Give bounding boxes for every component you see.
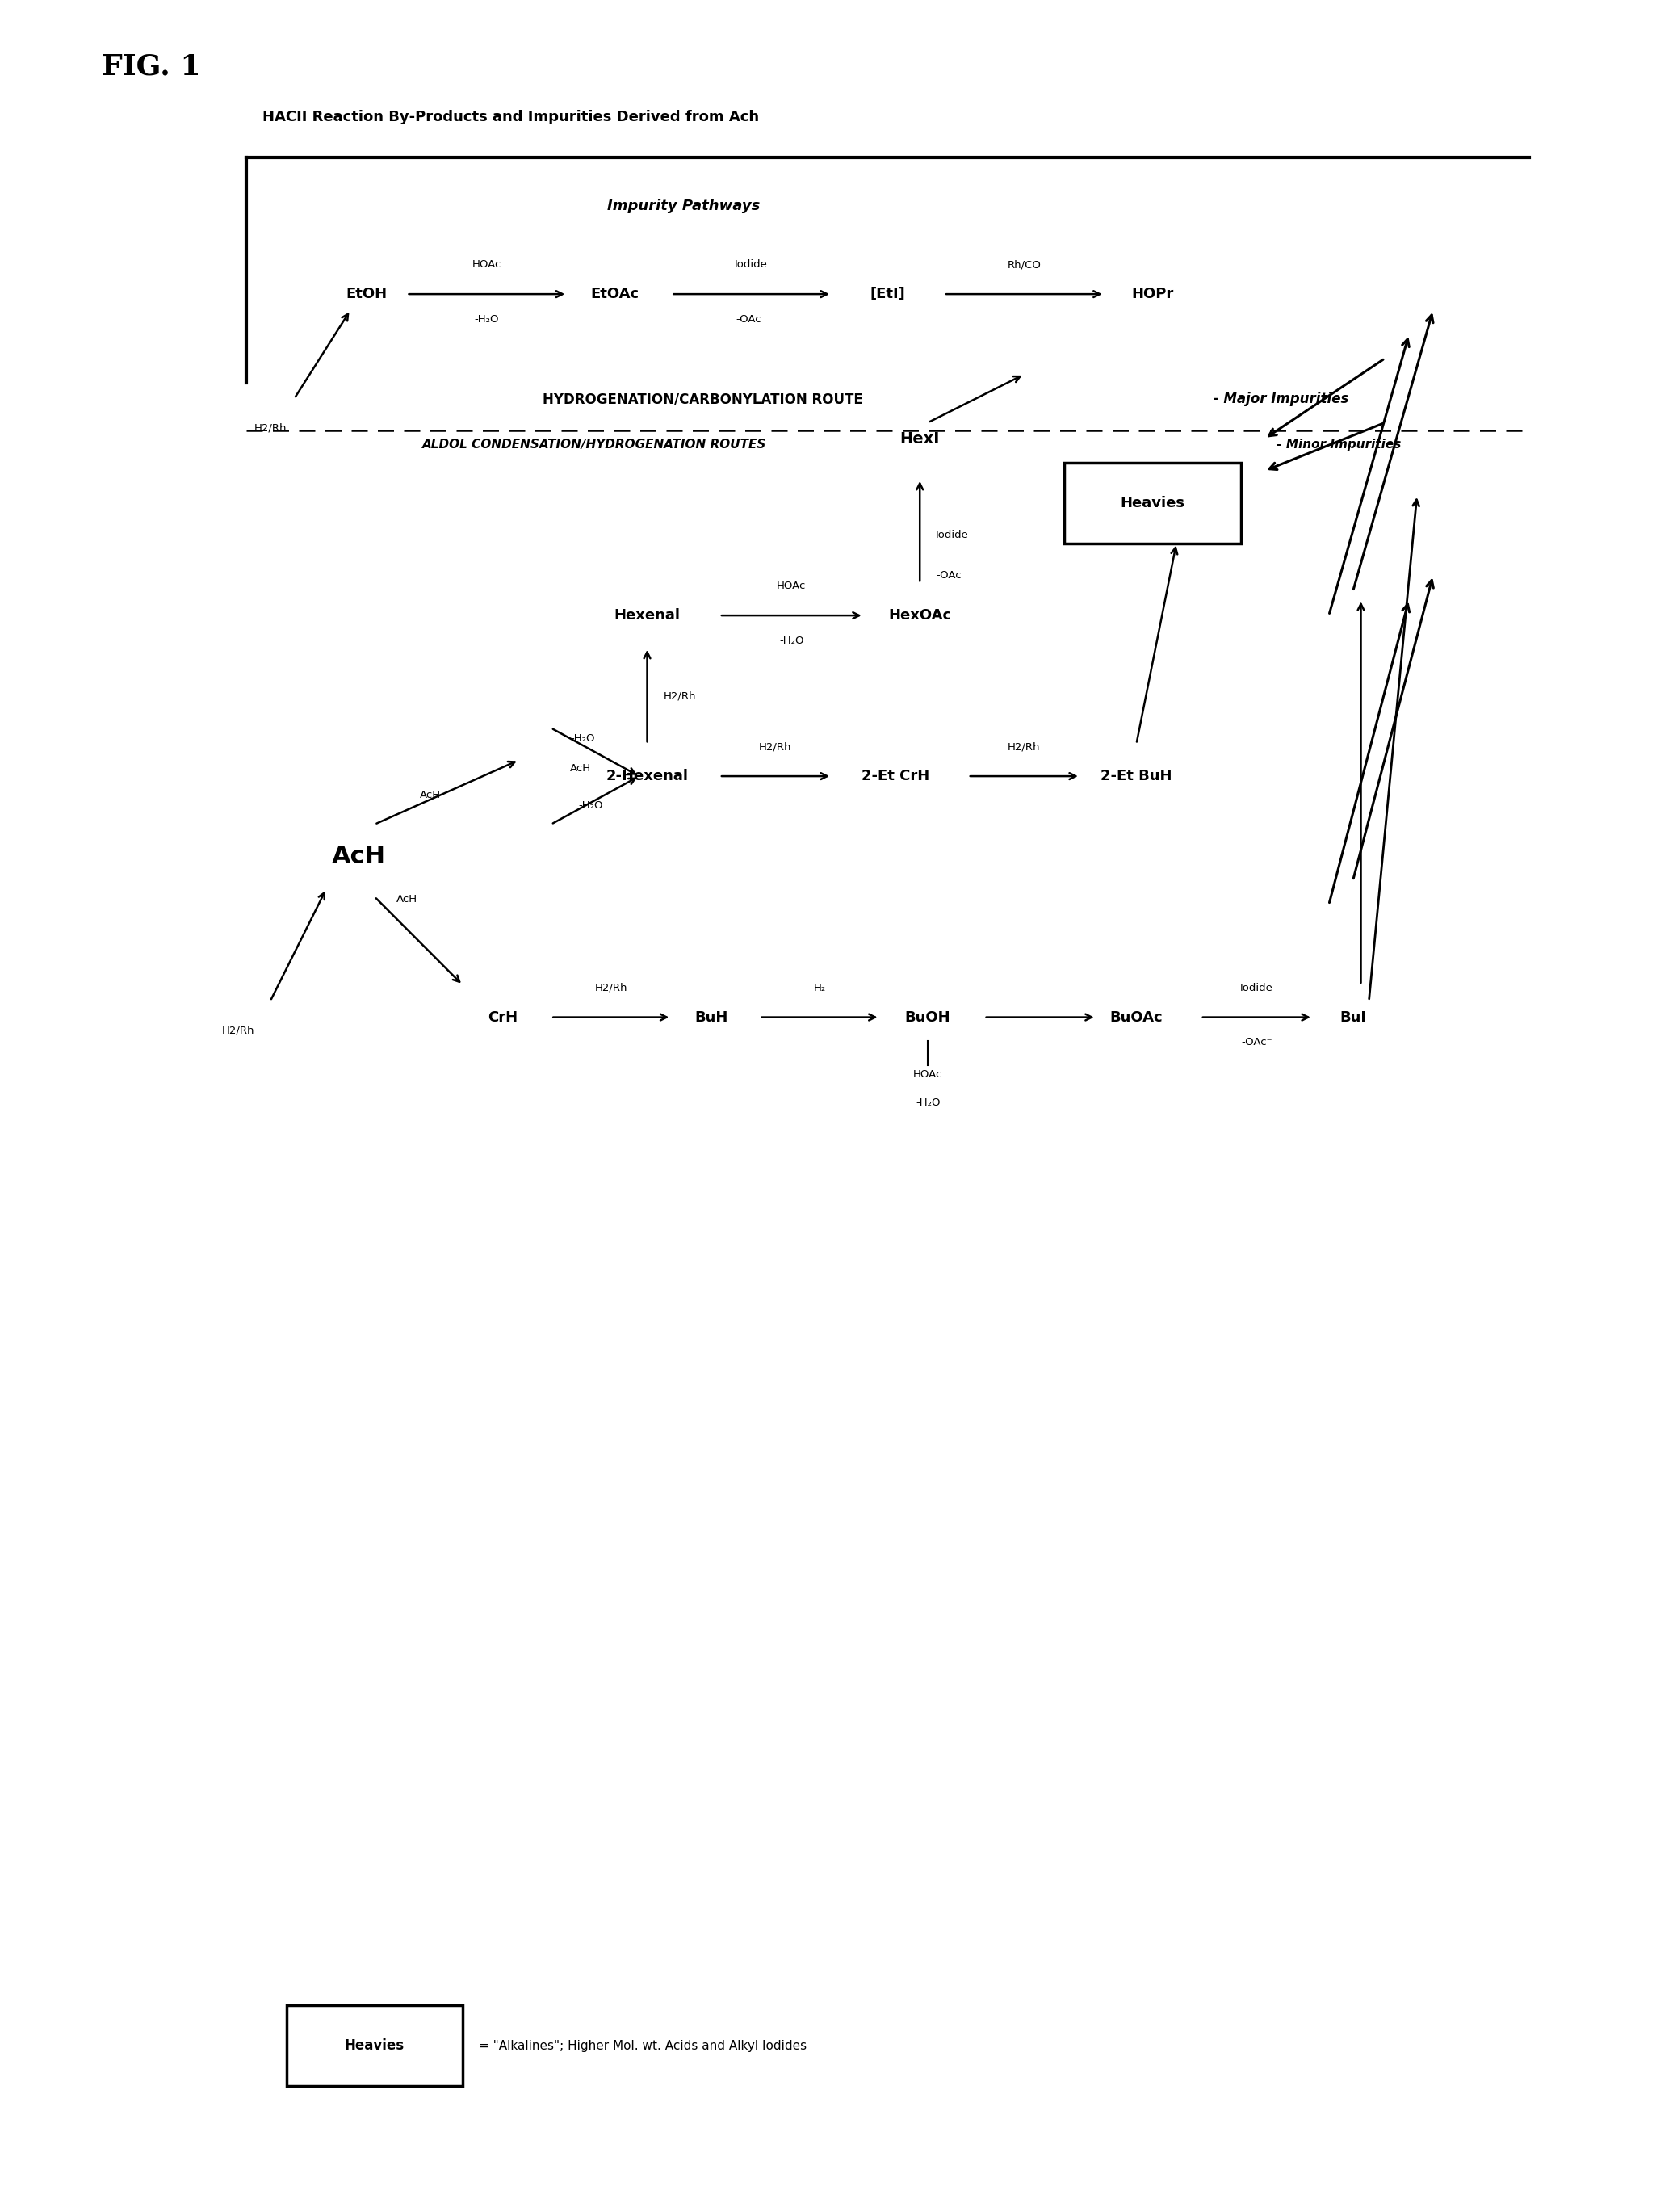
Text: -H₂O: -H₂O <box>578 801 603 812</box>
Text: -OAc⁻: -OAc⁻ <box>1240 1037 1272 1048</box>
Bar <box>1065 462 1240 544</box>
Text: -H₂O: -H₂O <box>475 314 498 325</box>
Text: HOAc: HOAc <box>777 582 806 591</box>
Text: H2/Rh: H2/Rh <box>222 1024 255 1035</box>
Text: 2-Et CrH: 2-Et CrH <box>861 770 929 783</box>
Text: AcH: AcH <box>570 763 591 774</box>
Text: HYDROGENATION/CARBONYLATION ROUTE: HYDROGENATION/CARBONYLATION ROUTE <box>543 392 863 407</box>
Text: AcH: AcH <box>396 894 417 905</box>
Text: CrH: CrH <box>489 1011 518 1024</box>
Text: Iodide: Iodide <box>1240 982 1273 993</box>
Text: - Minor Impurities: - Minor Impurities <box>1273 438 1401 451</box>
Text: Heavies: Heavies <box>344 2039 404 2053</box>
Text: Impurity Pathways: Impurity Pathways <box>608 199 760 212</box>
Text: HOAc: HOAc <box>472 259 502 270</box>
Text: -OAc⁻: -OAc⁻ <box>735 314 767 325</box>
Text: ALDOL CONDENSATION/HYDROGENATION ROUTES: ALDOL CONDENSATION/HYDROGENATION ROUTES <box>422 438 767 451</box>
Text: H2/Rh: H2/Rh <box>758 741 792 752</box>
Text: Iodide: Iodide <box>936 531 969 540</box>
Text: HexOAc: HexOAc <box>888 608 951 624</box>
Text: -H₂O: -H₂O <box>571 734 595 743</box>
Text: - Major Impurities: - Major Impurities <box>1209 392 1348 407</box>
Text: [EtI]: [EtI] <box>869 288 906 301</box>
Text: EtOAc: EtOAc <box>591 288 639 301</box>
Text: BuI: BuI <box>1340 1011 1366 1024</box>
Text: Hexenal: Hexenal <box>614 608 681 624</box>
Text: -H₂O: -H₂O <box>780 635 803 646</box>
Text: -H₂O: -H₂O <box>916 1097 941 1108</box>
Text: HexI: HexI <box>899 431 939 447</box>
Text: H2/Rh: H2/Rh <box>253 422 286 434</box>
Bar <box>286 2006 462 2086</box>
Text: HOAc: HOAc <box>912 1068 942 1079</box>
Text: BuH: BuH <box>694 1011 729 1024</box>
Text: H2/Rh: H2/Rh <box>595 982 628 993</box>
Text: AcH: AcH <box>331 845 386 869</box>
Text: = "Alkalines"; Higher Mol. wt. Acids and Alkyl Iodides: = "Alkalines"; Higher Mol. wt. Acids and… <box>479 2039 806 2053</box>
Text: 2-Hexenal: 2-Hexenal <box>606 770 689 783</box>
Text: AcH: AcH <box>421 790 440 801</box>
Text: H2/Rh: H2/Rh <box>1009 741 1040 752</box>
Text: HOPr: HOPr <box>1131 288 1174 301</box>
Text: Iodide: Iodide <box>735 259 768 270</box>
Text: BuOH: BuOH <box>904 1011 951 1024</box>
Text: HACII Reaction By-Products and Impurities Derived from Ach: HACII Reaction By-Products and Impuritie… <box>262 111 758 124</box>
Text: H₂: H₂ <box>813 982 826 993</box>
Text: 2-Et BuH: 2-Et BuH <box>1101 770 1172 783</box>
Text: FIG. 1: FIG. 1 <box>101 53 200 80</box>
Text: BuOAc: BuOAc <box>1110 1011 1163 1024</box>
Text: Rh/CO: Rh/CO <box>1007 259 1042 270</box>
Text: Heavies: Heavies <box>1119 495 1184 511</box>
Text: EtOH: EtOH <box>346 288 388 301</box>
Text: -OAc⁻: -OAc⁻ <box>936 571 967 580</box>
Text: H2/Rh: H2/Rh <box>662 690 696 701</box>
